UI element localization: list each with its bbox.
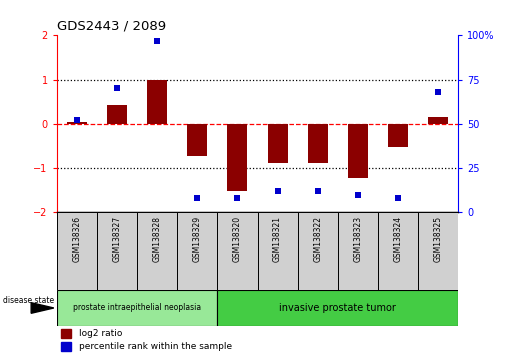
- Point: [354, 192, 362, 198]
- Text: GSM138324: GSM138324: [393, 216, 403, 262]
- Point: [233, 195, 242, 201]
- Bar: [308, 124, 328, 163]
- Point: [113, 86, 121, 91]
- Point: [153, 38, 161, 44]
- Text: GSM138323: GSM138323: [353, 216, 363, 262]
- Bar: [298, 212, 338, 290]
- Polygon shape: [31, 303, 54, 313]
- Text: prostate intraepithelial neoplasia: prostate intraepithelial neoplasia: [73, 303, 201, 313]
- Bar: [428, 117, 448, 124]
- Bar: [217, 212, 258, 290]
- Bar: [177, 212, 217, 290]
- Text: GSM138320: GSM138320: [233, 216, 242, 262]
- Text: disease state: disease state: [3, 296, 54, 305]
- Bar: [228, 124, 248, 191]
- Bar: [57, 290, 217, 326]
- Bar: [268, 124, 287, 163]
- Text: GSM138322: GSM138322: [313, 216, 322, 262]
- Point: [73, 118, 81, 123]
- Bar: [97, 212, 137, 290]
- Text: log2 ratio: log2 ratio: [79, 329, 122, 338]
- Point: [314, 188, 322, 194]
- Text: GSM138327: GSM138327: [112, 216, 122, 262]
- Bar: [187, 124, 208, 156]
- Bar: [61, 329, 71, 338]
- Bar: [418, 212, 458, 290]
- Text: GSM138325: GSM138325: [434, 216, 443, 262]
- Bar: [61, 342, 71, 350]
- Bar: [388, 124, 408, 147]
- Text: percentile rank within the sample: percentile rank within the sample: [79, 342, 232, 351]
- Bar: [338, 212, 378, 290]
- Point: [193, 195, 201, 201]
- Bar: [378, 212, 418, 290]
- Point: [394, 195, 402, 201]
- Bar: [348, 124, 368, 178]
- Text: GSM138321: GSM138321: [273, 216, 282, 262]
- Bar: [258, 212, 298, 290]
- Bar: [57, 212, 97, 290]
- Bar: [217, 290, 458, 326]
- Text: GDS2443 / 2089: GDS2443 / 2089: [57, 20, 166, 33]
- Bar: [147, 80, 167, 124]
- Point: [434, 89, 442, 95]
- Bar: [66, 122, 87, 124]
- Text: invasive prostate tumor: invasive prostate tumor: [280, 303, 396, 313]
- Bar: [137, 212, 177, 290]
- Text: GSM138328: GSM138328: [152, 216, 162, 262]
- Point: [273, 188, 282, 194]
- Bar: [107, 105, 127, 124]
- Text: GSM138326: GSM138326: [72, 216, 81, 262]
- Text: GSM138329: GSM138329: [193, 216, 202, 262]
